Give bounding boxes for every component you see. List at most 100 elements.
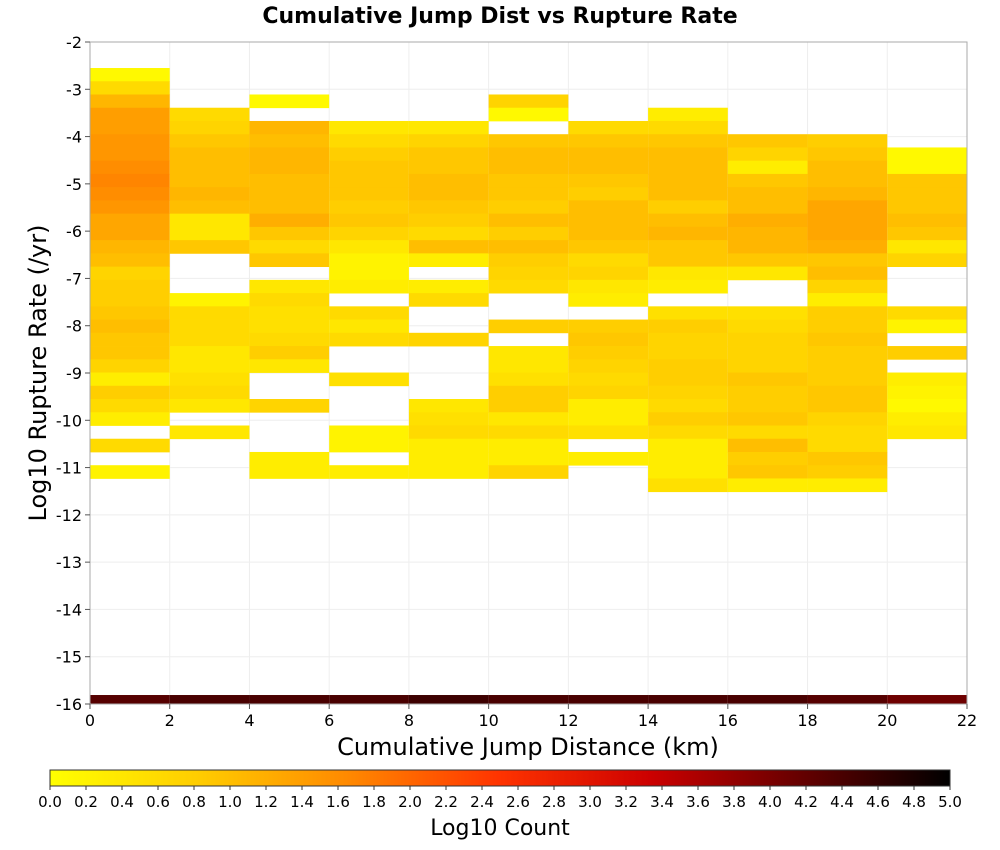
heatmap-cell [408, 200, 489, 215]
heatmap-cell [568, 120, 649, 135]
colorbar-tick-label: 4.4 [830, 793, 854, 811]
heatmap-cell [727, 372, 808, 387]
heatmap-cells [90, 68, 967, 704]
heatmap-cell [807, 399, 888, 413]
heatmap-cell [568, 425, 649, 440]
heatmap-cell [169, 385, 250, 400]
colorbar-tick-label: 0.8 [182, 793, 206, 811]
heatmap-cell [727, 425, 808, 440]
heatmap-cell [648, 200, 728, 215]
heatmap-cell [887, 200, 967, 215]
heatmap-cell [648, 399, 728, 413]
heatmap-cell [329, 695, 409, 704]
heatmap-cell [249, 695, 330, 704]
heatmap-cell [648, 478, 728, 493]
x-tick-label: 16 [718, 711, 738, 730]
colorbar-tick-label: 0.2 [74, 793, 98, 811]
heatmap-cell [169, 372, 250, 387]
heatmap-cell [727, 332, 808, 347]
heatmap-cell [807, 200, 888, 215]
heatmap-cell [568, 293, 649, 307]
heatmap-cell [169, 425, 250, 440]
heatmap-cell [887, 412, 967, 426]
heatmap-cell [648, 359, 728, 373]
heatmap-cell [568, 160, 649, 175]
chart-title: Cumulative Jump Dist vs Rupture Rate [262, 4, 737, 29]
heatmap-cell [169, 332, 250, 347]
heatmap-cell [807, 240, 888, 254]
heatmap-cell [488, 240, 569, 254]
heatmap-cell [408, 160, 489, 175]
heatmap-cell [90, 359, 170, 373]
heatmap-cell [887, 695, 967, 704]
heatmap-cell [249, 332, 330, 347]
heatmap-cell [807, 147, 888, 162]
heatmap-cell [408, 187, 489, 201]
y-tick-label: -7 [66, 269, 82, 288]
heatmap-cell [488, 94, 569, 109]
heatmap-cell [887, 385, 967, 400]
heatmap-cell [568, 451, 649, 466]
heatmap-cell [887, 425, 967, 440]
heatmap-cell [648, 266, 728, 281]
heatmap-cell [249, 465, 330, 479]
heatmap-cell [648, 147, 728, 162]
colorbar-tick-label: 1.0 [218, 793, 242, 811]
heatmap-cell [90, 173, 170, 188]
heatmap-cell [887, 372, 967, 387]
heatmap-cell [727, 695, 808, 704]
heatmap-cell [887, 226, 967, 241]
heatmap-cell [249, 94, 330, 109]
heatmap-cell [648, 253, 728, 268]
heatmap-cell [329, 173, 409, 188]
heatmap-cell [568, 213, 649, 228]
x-tick-label: 6 [324, 711, 334, 730]
heatmap-cell [807, 451, 888, 466]
heatmap-cell [887, 253, 967, 268]
heatmap-cell [727, 266, 808, 281]
heatmap-cell [648, 306, 728, 320]
heatmap-cell [887, 147, 967, 162]
heatmap-cell [887, 306, 967, 320]
heatmap-cell [90, 412, 170, 426]
y-tick-label: -9 [66, 364, 82, 383]
heatmap-cell [648, 213, 728, 228]
heatmap-cell [90, 346, 170, 360]
colorbar-tick-label: 1.8 [362, 793, 386, 811]
heatmap-cell [887, 187, 967, 201]
x-tick-label: 14 [638, 711, 658, 730]
heatmap-cell [648, 412, 728, 426]
colorbar-tick-label: 3.0 [578, 793, 602, 811]
y-tick-label: -2 [66, 33, 82, 52]
heatmap-cell [169, 293, 250, 307]
heatmap-cell [90, 147, 170, 162]
heatmap-cell [807, 253, 888, 268]
colorbar-tick-label: 3.2 [614, 793, 638, 811]
heatmap-cell [408, 213, 489, 228]
heatmap-cell [807, 465, 888, 479]
heatmap-cell [329, 120, 409, 135]
heatmap-cell [90, 332, 170, 347]
heatmap-cell [488, 253, 569, 268]
heatmap-cell [329, 226, 409, 241]
heatmap-cell [169, 399, 250, 413]
heatmap-cell [249, 319, 330, 334]
heatmap-cell [488, 438, 569, 453]
heatmap-cell [90, 372, 170, 387]
heatmap-cell [568, 695, 649, 704]
heatmap-cell [727, 253, 808, 268]
heatmap-cell [90, 438, 170, 453]
heatmap-cell [90, 306, 170, 320]
heatmap-cell [488, 213, 569, 228]
heatmap-cell [727, 399, 808, 413]
heatmap-cell [807, 695, 888, 704]
heatmap-cell [329, 465, 409, 479]
heatmap-cell [249, 253, 330, 268]
heatmap-cell [408, 279, 489, 294]
heatmap-cell [488, 359, 569, 373]
heatmap-cell [249, 173, 330, 188]
heatmap-cell [727, 346, 808, 360]
colorbar-tick-label: 2.8 [542, 793, 566, 811]
heatmap-cell [249, 226, 330, 241]
heatmap-cell [169, 134, 250, 148]
